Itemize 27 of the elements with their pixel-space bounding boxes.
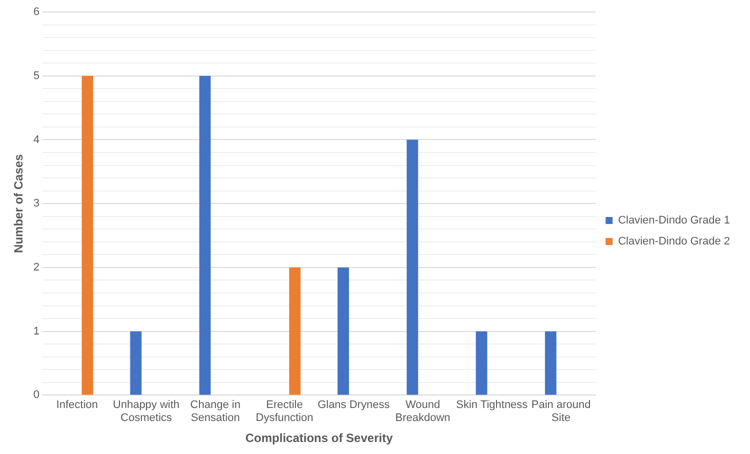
bar	[199, 76, 211, 395]
y-tick-label: 1	[33, 325, 40, 338]
bar	[406, 140, 418, 395]
x-tick-label: Pain around Site	[531, 398, 591, 424]
bar	[476, 331, 488, 395]
x-tick-label: Erectile Dysfunction	[256, 398, 314, 424]
legend-label: Clavien-Dindo Grade 2	[618, 236, 730, 248]
x-axis-title: Complications of Severity	[245, 431, 394, 446]
x-tick-label: Infection	[56, 398, 98, 411]
y-tick-label: 5	[33, 70, 40, 82]
x-tick-label: Skin Tightness	[456, 398, 528, 411]
x-tick-label: Glans Dryness	[318, 398, 390, 411]
x-tick-label: Change in Sensation	[190, 398, 240, 424]
bar	[338, 267, 349, 395]
y-tick-label: 3	[33, 198, 40, 210]
y-tick-label: 6	[33, 6, 40, 18]
y-tick-label: 4	[33, 134, 40, 146]
y-tick-label: 2	[33, 262, 40, 274]
x-tick-label: Unhappy with Cosmetics	[112, 398, 180, 424]
x-tick-label: Wound Breakdown	[395, 398, 450, 424]
bar	[82, 76, 94, 395]
bar	[130, 331, 142, 395]
y-tick-label: 0	[33, 389, 40, 402]
bar	[544, 331, 556, 395]
y-axis-title: Number of Cases	[12, 154, 26, 253]
legend-label: Clavien-Dindo Grade 1	[618, 214, 730, 227]
bar	[289, 267, 301, 395]
